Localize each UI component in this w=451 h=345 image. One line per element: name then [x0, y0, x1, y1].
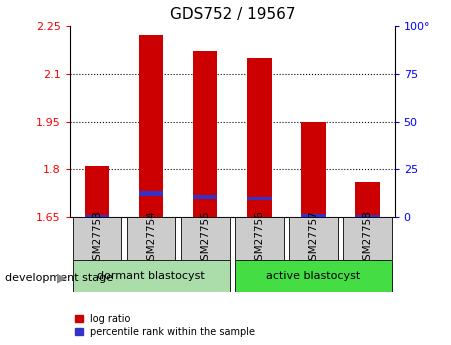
Bar — [193, 195, 217, 199]
Bar — [343, 217, 392, 260]
Bar — [139, 36, 163, 217]
Text: GSM27757: GSM27757 — [308, 210, 318, 267]
Bar — [247, 197, 272, 200]
Bar — [301, 215, 326, 217]
Bar — [85, 215, 109, 217]
Bar — [193, 51, 217, 217]
Title: GDS752 / 19567: GDS752 / 19567 — [170, 7, 295, 22]
Bar — [235, 260, 392, 292]
Bar — [85, 166, 109, 217]
Text: active blastocyst: active blastocyst — [267, 271, 360, 281]
Bar — [73, 260, 230, 292]
Bar — [247, 58, 272, 217]
Bar — [289, 217, 338, 260]
Bar — [139, 191, 163, 196]
Bar — [355, 182, 380, 217]
Bar — [73, 217, 121, 260]
Bar — [181, 217, 230, 260]
Text: GSM27753: GSM27753 — [92, 210, 102, 267]
Bar — [355, 215, 380, 217]
Text: development stage: development stage — [5, 273, 113, 283]
Text: GSM27754: GSM27754 — [146, 210, 156, 267]
Text: ▶: ▶ — [57, 271, 67, 284]
Legend: log ratio, percentile rank within the sample: log ratio, percentile rank within the sa… — [75, 314, 255, 337]
Text: GSM27756: GSM27756 — [254, 210, 264, 267]
Bar — [301, 122, 326, 217]
Text: GSM27755: GSM27755 — [200, 210, 210, 267]
Bar — [127, 217, 175, 260]
Text: GSM27758: GSM27758 — [363, 210, 373, 267]
Bar — [235, 217, 284, 260]
Text: dormant blastocyst: dormant blastocyst — [97, 271, 205, 281]
